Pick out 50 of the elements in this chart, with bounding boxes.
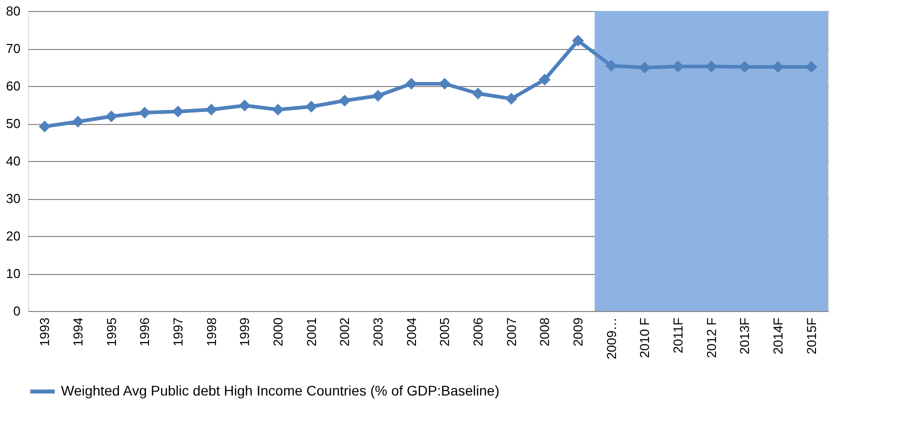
x-tick-label: 2005 bbox=[437, 318, 452, 346]
point bbox=[572, 34, 584, 47]
x-tick-label: 2007 bbox=[504, 318, 519, 346]
point bbox=[72, 116, 84, 128]
y-tick-label: 30 bbox=[6, 191, 20, 206]
x-tick-label: 1997 bbox=[170, 318, 186, 346]
y-tick-label: 50 bbox=[6, 116, 20, 131]
point bbox=[238, 100, 251, 112]
x-tick-label: 1993 bbox=[37, 318, 52, 346]
point bbox=[772, 60, 784, 73]
x-tick-label: 2001 bbox=[304, 318, 319, 346]
point bbox=[472, 88, 484, 100]
x-tick-label: 2004 bbox=[404, 318, 419, 346]
point bbox=[505, 92, 518, 105]
x-tick-label: 2008 bbox=[537, 318, 552, 346]
x-tick-label: 2006 bbox=[470, 318, 486, 346]
y-tick-label: 70 bbox=[6, 41, 20, 56]
x-tick-label: 2009 bbox=[570, 318, 586, 346]
point bbox=[538, 74, 551, 86]
x-tick-label: 2011F bbox=[670, 317, 686, 354]
x-tick-label: 2012 F bbox=[704, 317, 719, 358]
point bbox=[372, 90, 384, 102]
point bbox=[105, 110, 118, 122]
point bbox=[305, 100, 318, 113]
y-tick-label: 60 bbox=[6, 78, 20, 94]
y-tick-label: 40 bbox=[6, 154, 20, 168]
x-tick-label: 1999 bbox=[237, 318, 252, 346]
y-tick-label: 10 bbox=[6, 266, 20, 281]
x-tick-label: 2009… bbox=[604, 318, 619, 360]
x-tick-label: 1994 bbox=[70, 318, 86, 346]
legend-label: Weighted Avg Public debt High Income Countries (% of GDP:Baseline) bbox=[61, 382, 500, 398]
x-tick-label: 1996 bbox=[137, 318, 152, 346]
point bbox=[672, 60, 684, 72]
x-tick-label: 2010 F bbox=[637, 317, 652, 358]
point bbox=[272, 104, 284, 116]
point bbox=[338, 94, 351, 107]
y-tick-label: 0 bbox=[13, 304, 20, 318]
y-tick-label: 80 bbox=[6, 4, 20, 18]
x-tick-label: 2003 bbox=[370, 318, 386, 346]
x-tick-label: 2013F bbox=[737, 317, 752, 354]
y-tick-label: 20 bbox=[6, 228, 20, 244]
point bbox=[605, 60, 618, 72]
point bbox=[172, 106, 184, 118]
point bbox=[38, 120, 51, 132]
x-tick-label: 1998 bbox=[204, 318, 219, 346]
x-tick-label: 2000 bbox=[270, 318, 286, 346]
x-tick-label: 2014F bbox=[770, 317, 786, 354]
x-tick-label: 1995 bbox=[104, 318, 119, 346]
x-tick-label: 2002 bbox=[337, 318, 352, 346]
x-tick-label: 2015F bbox=[804, 317, 819, 354]
